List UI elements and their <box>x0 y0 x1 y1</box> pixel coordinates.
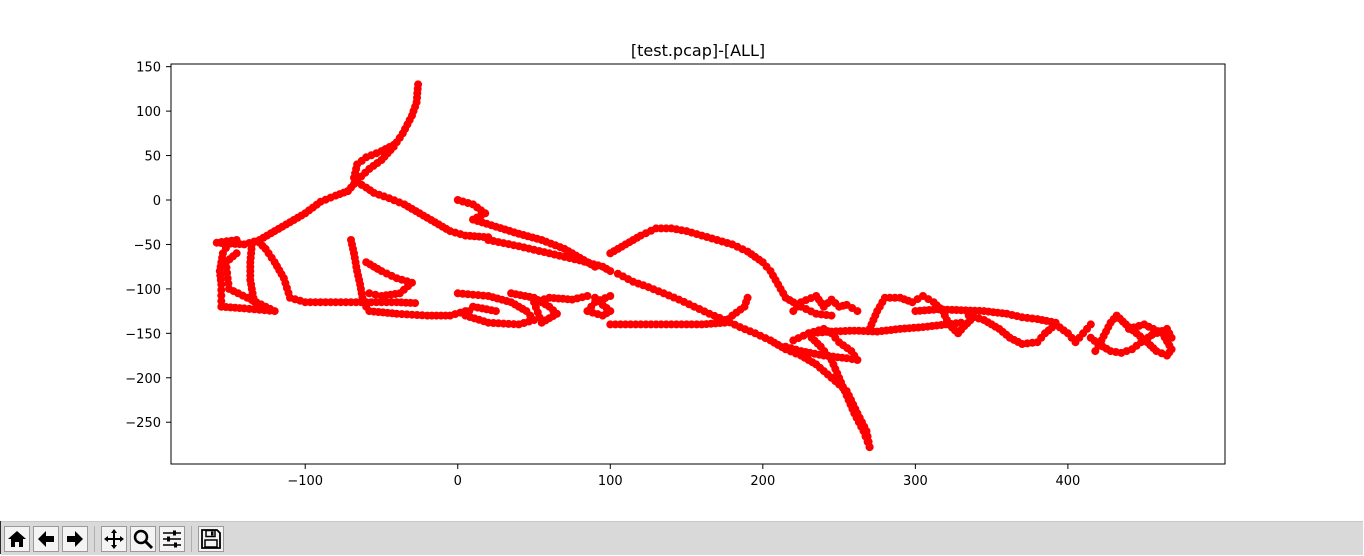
y-tick-label: 150 <box>136 61 161 76</box>
x-axis: −100 0 100 200 300 400 <box>287 464 1080 489</box>
save-icon <box>200 528 222 550</box>
data-point <box>232 249 241 258</box>
sliders-icon <box>161 528 183 550</box>
data-point <box>1124 324 1133 333</box>
zoom-icon <box>132 528 154 550</box>
zoom-button[interactable] <box>130 525 156 552</box>
data-point <box>491 307 500 316</box>
data-point <box>217 297 226 306</box>
y-tick-label: −150 <box>125 327 161 342</box>
data-point <box>365 289 374 298</box>
data-point <box>389 140 398 149</box>
figure-canvas: [test.pcap]-[ALL] −100 0 100 200 300 400 150 1… <box>125 41 1226 489</box>
data-point <box>411 299 420 308</box>
data-point <box>217 286 226 294</box>
toolbar-separator <box>191 525 192 552</box>
x-tick-label: −100 <box>287 474 323 489</box>
data-point <box>853 307 862 316</box>
x-tick-label: 400 <box>1055 474 1080 489</box>
configure-subplots-button[interactable] <box>159 525 185 552</box>
save-button[interactable] <box>198 525 224 552</box>
points-layer <box>212 80 1176 452</box>
data-point <box>583 292 592 300</box>
data-point <box>371 290 380 299</box>
arrow-left-icon <box>35 528 57 550</box>
x-tick-label: 100 <box>598 474 623 489</box>
data-point <box>743 293 752 302</box>
data-point <box>217 280 226 289</box>
axes-frame <box>170 63 1226 465</box>
home-icon <box>6 528 28 550</box>
navigation-toolbar <box>1 521 1363 555</box>
data-point <box>1167 333 1176 342</box>
back-button[interactable] <box>33 525 59 552</box>
y-tick-label: −200 <box>125 372 161 387</box>
home-button[interactable] <box>4 525 30 552</box>
x-tick-label: 300 <box>903 474 928 489</box>
data-point <box>252 302 261 311</box>
data-point <box>827 311 836 320</box>
y-tick-label: −100 <box>125 283 161 298</box>
data-point <box>1086 320 1095 329</box>
y-tick-label: 50 <box>144 150 161 165</box>
pan-icon <box>103 528 125 550</box>
y-tick-label: 100 <box>136 105 161 120</box>
data-point <box>789 336 798 345</box>
y-tick-label: −50 <box>134 238 161 253</box>
y-tick-label: −250 <box>125 416 161 431</box>
data-point <box>377 292 386 300</box>
pan-button[interactable] <box>101 525 127 552</box>
y-axis: 150 100 50 0 −50 −100 −150 −200 −250 <box>125 61 171 431</box>
x-tick-label: 200 <box>750 474 775 489</box>
forward-button[interactable] <box>62 525 88 552</box>
data-point <box>232 236 241 244</box>
data-point <box>217 291 226 300</box>
data-point <box>606 292 615 300</box>
y-tick-label: 0 <box>153 194 161 209</box>
x-tick-label: 0 <box>454 474 462 489</box>
arrow-right-icon <box>64 528 86 550</box>
chart-title: [test.pcap]-[ALL] <box>631 41 765 60</box>
toolbar-separator <box>94 525 95 552</box>
data-point <box>606 267 615 276</box>
scatter-chart: [test.pcap]-[ALL] −100 0 100 200 300 400 1501… <box>125 41 1226 489</box>
